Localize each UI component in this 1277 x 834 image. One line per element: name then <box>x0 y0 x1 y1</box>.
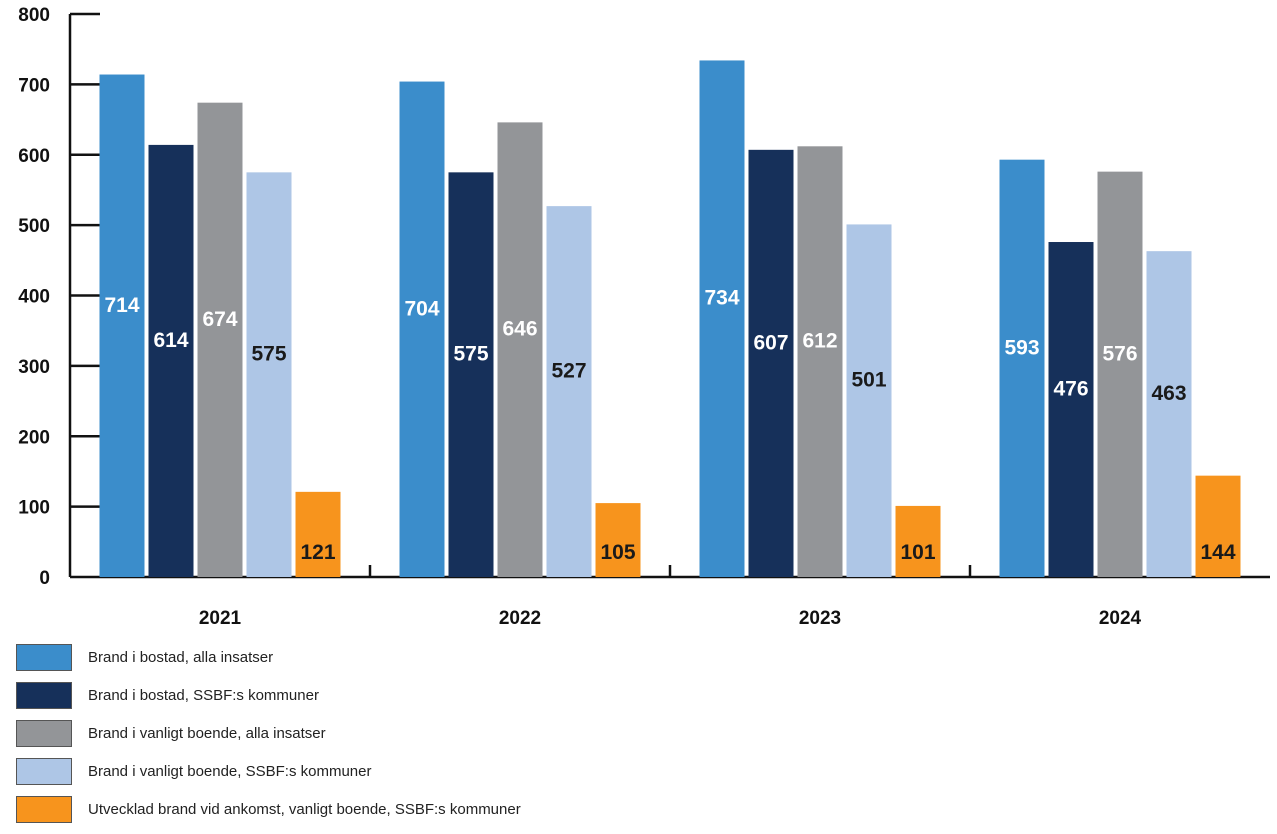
data-label: 646 <box>502 318 537 341</box>
legend-swatch <box>16 682 72 709</box>
bar <box>148 144 194 577</box>
data-label: 463 <box>1151 382 1186 405</box>
bar <box>595 503 641 577</box>
legend-item: Utvecklad brand vid ankomst, vanligt boe… <box>16 796 521 823</box>
bar <box>1048 242 1094 577</box>
data-label: 593 <box>1004 336 1039 359</box>
bar <box>1195 475 1241 577</box>
bar <box>399 81 445 577</box>
data-label: 105 <box>600 541 635 564</box>
bar <box>546 206 592 577</box>
y-tick-label: 200 <box>18 427 50 448</box>
y-tick-label: 0 <box>39 568 50 589</box>
data-label: 527 <box>551 360 586 383</box>
y-tick-label: 800 <box>18 5 50 26</box>
legend-item: Brand i vanligt boende, alla insatser <box>16 720 521 747</box>
bar <box>895 505 941 577</box>
bar <box>197 102 243 578</box>
data-label: 704 <box>404 297 439 320</box>
bar <box>295 491 341 577</box>
legend-label: Brand i vanligt boende, alla insatser <box>88 725 326 742</box>
bar <box>699 60 745 577</box>
legend-item: Brand i bostad, alla insatser <box>16 644 521 671</box>
bar <box>1146 251 1192 577</box>
legend-item: Brand i vanligt boende, SSBF:s kommuner <box>16 758 521 785</box>
legend-swatch <box>16 720 72 747</box>
legend-label: Utvecklad brand vid ankomst, vanligt boe… <box>88 801 521 818</box>
bar <box>448 172 494 577</box>
bar <box>748 149 794 578</box>
legend-label: Brand i vanligt boende, SSBF:s kommuner <box>88 763 372 780</box>
data-label: 607 <box>753 331 788 354</box>
data-label: 575 <box>251 343 286 366</box>
legend-label: Brand i bostad, SSBF:s kommuner <box>88 687 319 704</box>
data-label: 144 <box>1200 541 1235 564</box>
legend-label: Brand i bostad, alla insatser <box>88 649 274 666</box>
data-label: 734 <box>704 287 739 310</box>
data-label: 575 <box>453 343 488 366</box>
data-label: 121 <box>300 541 335 564</box>
data-label: 501 <box>851 369 886 392</box>
bar <box>797 146 843 577</box>
bar <box>846 224 892 577</box>
bar <box>246 172 292 577</box>
x-category-label: 2024 <box>1099 608 1142 629</box>
legend-swatch <box>16 796 72 823</box>
data-label: 674 <box>202 308 237 331</box>
bar <box>99 74 145 578</box>
data-label: 576 <box>1102 342 1137 365</box>
legend-swatch <box>16 644 72 671</box>
y-tick-label: 100 <box>18 498 50 519</box>
bar <box>999 159 1045 577</box>
x-category-label: 2021 <box>199 608 242 629</box>
y-tick-label: 600 <box>18 146 50 167</box>
legend-swatch <box>16 758 72 785</box>
y-tick-label: 400 <box>18 287 50 308</box>
y-tick-label: 300 <box>18 357 50 378</box>
data-label: 612 <box>802 330 837 353</box>
data-label: 476 <box>1053 378 1088 401</box>
bar <box>1097 171 1143 577</box>
y-tick-label: 700 <box>18 75 50 96</box>
x-category-label: 2022 <box>499 608 541 629</box>
bar-chart: 0 100 200 300 400 500 600 700 800 714 614 674 575 121… <box>18 5 1270 629</box>
legend-item: Brand i bostad, SSBF:s kommuner <box>16 682 521 709</box>
data-label: 614 <box>153 329 188 352</box>
legend: Brand i bostad, alla insatser Brand i bo… <box>16 644 521 834</box>
x-category-label: 2023 <box>799 608 841 629</box>
data-label: 714 <box>104 294 139 317</box>
data-label: 101 <box>900 541 935 564</box>
y-tick-label: 500 <box>18 216 50 237</box>
bar <box>497 122 543 577</box>
